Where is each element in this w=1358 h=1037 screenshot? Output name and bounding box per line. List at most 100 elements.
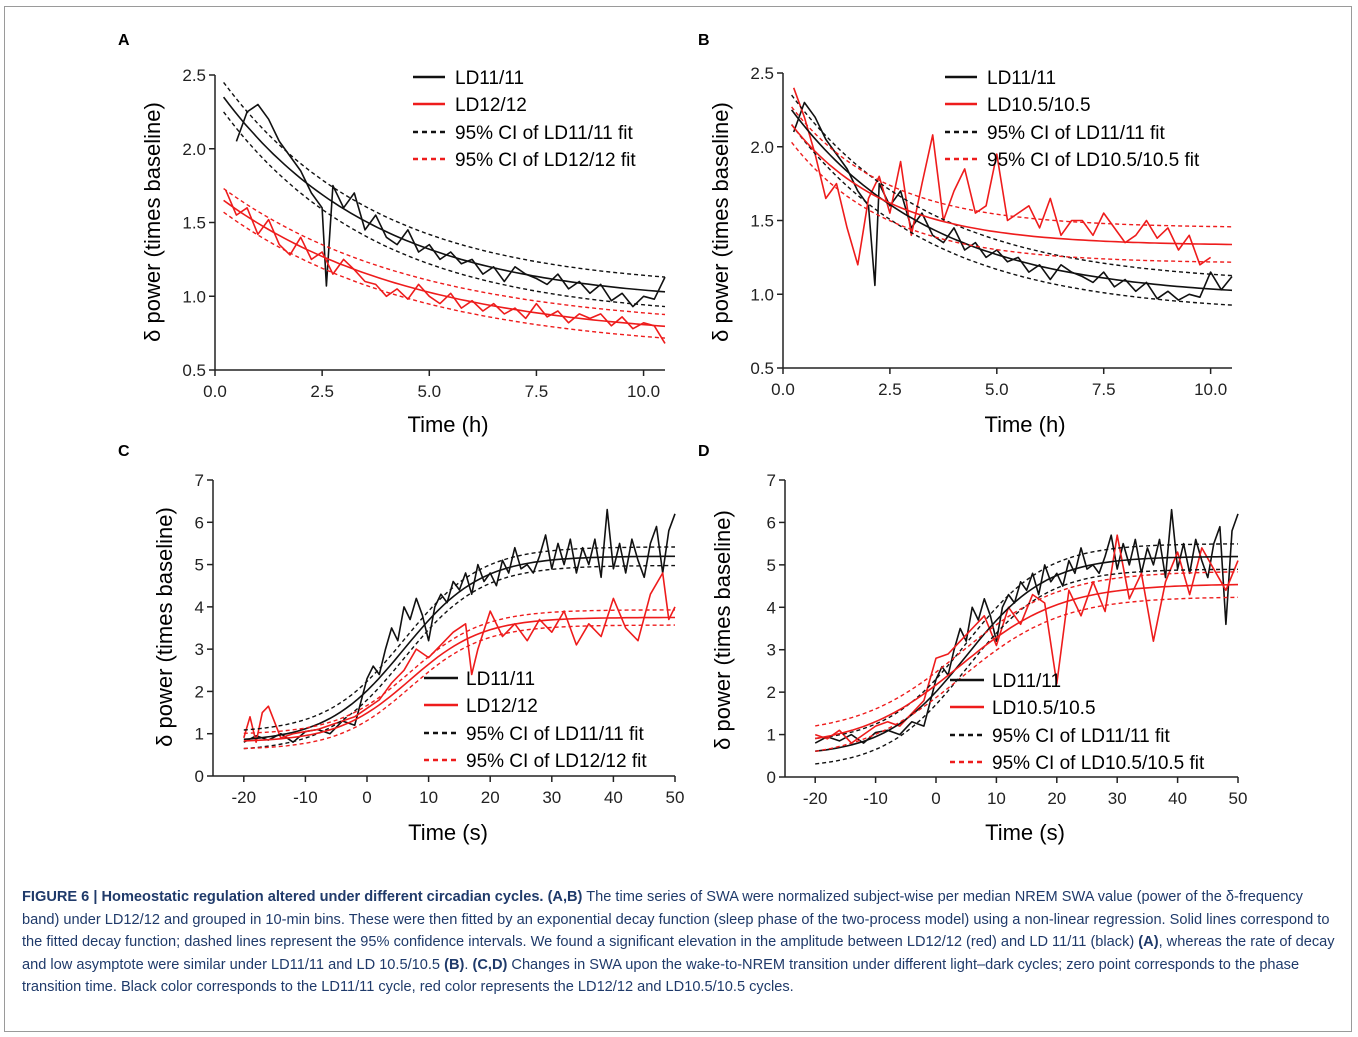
panel-c: C δ power (times baseline) Time (s) -20-… (118, 443, 684, 845)
fit-b-ld11-11-fit (790, 109, 1233, 292)
panel-d-x-tick-label: 20 (1047, 789, 1066, 808)
figure-frame (4, 6, 1352, 1032)
panel-c-x-tick-label: 40 (604, 788, 623, 807)
panel-c-x-tick-label: 0 (362, 788, 371, 807)
fit-c-ld12-12-fit-ci-upper (243, 609, 675, 734)
fit-a-ld11-11-fit-ci-lower (223, 111, 666, 308)
panel-c-x-tick-label: 10 (419, 788, 438, 807)
caption-text-3: . (464, 956, 473, 973)
panel-c-x-tick-label: -10 (293, 788, 318, 807)
fit-d-ld10-5-10-5-fit-ci-lower (815, 596, 1239, 752)
panel-a: A δ power (times baseline) Time (h) 0.0 2… (118, 32, 666, 437)
panel-b-x-tick-label: 10.0 (1194, 380, 1227, 399)
panel-label-b: B (698, 32, 710, 49)
panel-b-y-tick-label: 2.0 (750, 138, 774, 157)
panel-a-ylabel: δ power (times baseline) (140, 102, 165, 342)
panel-d-y-tick-label: 0 (767, 768, 776, 787)
legend-c-1: LD12/12 (466, 696, 538, 717)
panel-c-plot: -20 -10 0 10 20 30 40 50 0 1 2 3 4 5 6 7 (195, 471, 685, 807)
panel-c-y-tick-label: 2 (195, 682, 204, 701)
panel-b: B δ power (times baseline) Time (h) 0.0 2… (698, 32, 1233, 437)
panel-d-xlabel: Time (s) (985, 820, 1065, 845)
panel-b-y-tick-label: 2.5 (750, 64, 774, 83)
panel-label-d: D (698, 443, 710, 460)
panel-c-y-tick-label: 5 (195, 556, 204, 575)
panel-a-x-tick-label: 0.0 (203, 382, 227, 401)
panel-c-x-tick-label: 50 (666, 788, 685, 807)
panel-c-x-tick-label: 20 (481, 788, 500, 807)
panel-c-legend: LD11/11 LD12/12 95% CI of LD11/11 fit 95… (424, 669, 647, 772)
fit-d-ld10-5-10-5-fit (815, 583, 1239, 740)
panel-c-y-tick-label: 4 (195, 598, 204, 617)
fit-a-ld11-11-fit-ci-upper (223, 81, 666, 278)
caption-figure-label: FIGURE 6 | Homeostatic regulation altere… (22, 889, 544, 905)
legend-d-1: LD10.5/10.5 (992, 698, 1096, 719)
fit-a-ld11-11-fit (222, 96, 666, 293)
panel-b-ylabel: δ power (times baseline) (708, 102, 733, 342)
panel-d-x-tick-label: 30 (1108, 789, 1127, 808)
panel-c-y-tick-label: 7 (195, 471, 204, 490)
panel-b-legend: LD11/11 LD10.5/10.5 95% CI of LD11/11 fi… (945, 68, 1200, 171)
panel-b-x-tick-label: 5.0 (985, 380, 1009, 399)
panel-d-y-tick-label: 5 (767, 556, 776, 575)
fit-a-ld12-12-fit-ci-upper (223, 188, 666, 316)
fit-b-ld10-5-10-5-fit-ci-upper (791, 106, 1233, 228)
panel-d-x-tick-label: -20 (803, 789, 828, 808)
panel-d-x-tick-label: 50 (1229, 789, 1248, 808)
legend-c-0: LD11/11 (466, 669, 535, 690)
panel-b-x-tick-label: 2.5 (878, 380, 902, 399)
panel-d-x-tick-label: 40 (1168, 789, 1187, 808)
series-d-ld10-5-10-5 (814, 534, 1239, 744)
panel-a-xlabel: Time (h) (407, 412, 488, 437)
panel-a-plot: 0.0 2.5 5.0 7.5 10.0 0.5 1.0 1.5 2.0 2.5 (182, 66, 666, 401)
caption-ref-a: (A) (1138, 934, 1159, 950)
caption-text-1: The time series of SWA were normalized s… (22, 889, 1330, 950)
caption-text-2: , whereas the rate of decay and low asym… (22, 934, 1335, 973)
panel-a-y-tick-label: 1.5 (182, 214, 206, 233)
panel-a-x-tick-label: 5.0 (417, 382, 441, 401)
series-a-ld11-11 (235, 103, 666, 308)
panel-label-c: C (118, 443, 130, 460)
panel-a-y-tick-label: 0.5 (182, 361, 206, 380)
series-b-ld11-11 (792, 101, 1233, 301)
legend-b-3: 95% CI of LD10.5/10.5 fit (987, 150, 1200, 171)
panel-d-legend: LD11/11 LD10.5/10.5 95% CI of LD11/11 fi… (950, 671, 1205, 774)
fit-b-ld10-5-10-5-fit (790, 124, 1233, 246)
fit-c-ld11-11-fit-ci-upper (243, 546, 675, 731)
legend-d-2: 95% CI of LD11/11 fit (992, 726, 1171, 747)
caption-ref-b: (B) (444, 956, 465, 973)
panel-d-plot: -20 -10 0 10 20 30 40 50 0 1 2 3 4 5 6 7 (767, 471, 1248, 808)
panel-c-y-tick-label: 6 (195, 513, 204, 532)
panel-a-x-tick-label: 2.5 (310, 382, 334, 401)
fit-d-ld10-5-10-5-fit-ci-upper (815, 571, 1238, 727)
panel-d-y-tick-label: 4 (767, 598, 776, 617)
panel-d-y-tick-label: 6 (767, 513, 776, 532)
fit-c-ld11-11-fit-ci-lower (243, 564, 675, 750)
fit-b-ld11-11-fit-ci-lower (791, 124, 1233, 306)
legend-a-2: 95% CI of LD11/11 fit (455, 123, 634, 144)
panel-d-x-tick-label: 0 (931, 789, 940, 808)
series-c-ld12-12 (243, 572, 676, 744)
panel-c-y-tick-label: 0 (195, 767, 204, 786)
panel-b-y-tick-label: 1.5 (750, 212, 774, 231)
fit-a-ld12-12-fit-ci-lower (223, 211, 666, 339)
panel-c-x-tick-label: 30 (542, 788, 561, 807)
legend-a-1: LD12/12 (455, 95, 527, 116)
series-a-ld12-12 (224, 189, 666, 344)
panel-b-y-tick-label: 1.0 (750, 285, 774, 304)
panel-d-ylabel: δ power (times baseline) (710, 510, 735, 750)
figure-caption: FIGURE 6 | Homeostatic regulation altere… (22, 886, 1342, 999)
series-c-ld11-11 (243, 508, 676, 744)
panel-b-x-tick-label: 0.0 (771, 380, 795, 399)
legend-b-2: 95% CI of LD11/11 fit (987, 123, 1166, 144)
fit-b-ld10-5-10-5-fit-ci-lower (791, 141, 1233, 263)
caption-text-4: Changes in SWA upon the wake-to-NREM tra… (22, 956, 1300, 996)
panel-d-y-tick-label: 7 (767, 471, 776, 490)
fit-d-ld11-11-fit-ci-lower (815, 568, 1239, 765)
panel-c-y-tick-label: 3 (195, 640, 204, 659)
panel-c-x-tick-label: -20 (232, 788, 257, 807)
fit-c-ld12-12-fit-ci-lower (243, 624, 675, 750)
panel-c-xlabel: Time (s) (408, 820, 488, 845)
panel-d-x-tick-label: -10 (863, 789, 888, 808)
panel-c-y-tick-label: 1 (195, 725, 204, 744)
